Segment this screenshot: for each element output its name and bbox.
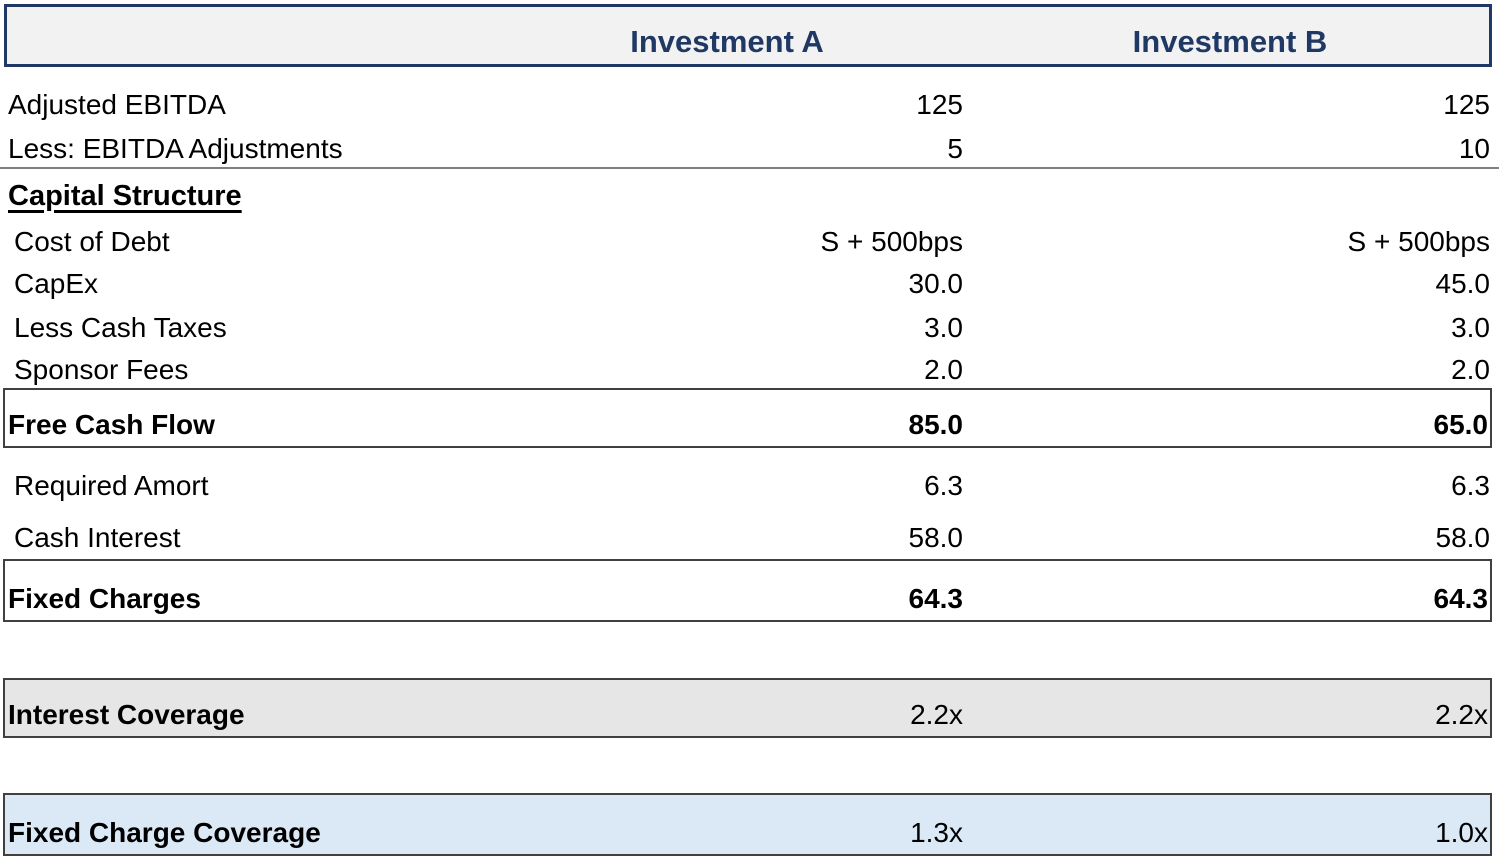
row-label: Cost of Debt bbox=[14, 226, 170, 257]
cell-investment-a: 6.3 bbox=[924, 470, 963, 501]
cell-investment-a: 5 bbox=[947, 133, 963, 164]
section-header-capital-structure: Capital Structure bbox=[0, 179, 1499, 215]
cell-investment-a: 2.2x bbox=[910, 699, 963, 730]
row-free-cash-flow: Free Cash Flow 85.0 65.0 bbox=[3, 388, 1492, 448]
section-title: Capital Structure bbox=[8, 180, 242, 212]
row-cost-of-debt: Cost of Debt S + 500bps S + 500bps bbox=[0, 225, 1499, 259]
row-label: Adjusted EBITDA bbox=[8, 89, 226, 120]
row-less-cash-taxes: Less Cash Taxes 3.0 3.0 bbox=[0, 311, 1499, 345]
cell-investment-b: 2.2x bbox=[1435, 699, 1488, 730]
cell-investment-b: 10 bbox=[1458, 133, 1490, 164]
row-interest-coverage: Interest Coverage 2.2x 2.2x bbox=[3, 678, 1492, 738]
row-sponsor-fees: Sponsor Fees 2.0 2.0 bbox=[0, 353, 1499, 387]
cell-investment-a: 3.0 bbox=[924, 312, 963, 343]
cell-investment-a: 30.0 bbox=[908, 268, 964, 299]
row-label: Sponsor Fees bbox=[14, 354, 189, 385]
cell-investment-b: S + 500bps bbox=[1347, 226, 1490, 257]
cell-investment-b: 125 bbox=[1443, 89, 1490, 120]
cell-investment-b: 1.0x bbox=[1435, 817, 1488, 848]
row-fixed-charges: Fixed Charges 64.3 64.3 bbox=[3, 559, 1492, 622]
column-header-row: Investment A Investment B bbox=[4, 4, 1492, 67]
cell-investment-a: 1.3x bbox=[910, 817, 963, 848]
row-cash-interest: Cash Interest 58.0 58.0 bbox=[0, 521, 1499, 555]
cell-investment-a: 58.0 bbox=[908, 522, 964, 553]
row-label: Interest Coverage bbox=[8, 699, 245, 730]
cell-investment-b: 2.0 bbox=[1451, 354, 1490, 385]
row-label: Fixed Charge Coverage bbox=[8, 817, 321, 848]
column-header-investment-b: Investment B bbox=[1132, 24, 1328, 59]
cell-investment-b: 45.0 bbox=[1435, 268, 1491, 299]
row-adjusted-ebitda: Adjusted EBITDA 125 125 bbox=[0, 88, 1499, 122]
row-capex: CapEx 30.0 45.0 bbox=[0, 267, 1499, 301]
row-label: CapEx bbox=[14, 268, 99, 299]
column-header-investment-a: Investment A bbox=[630, 24, 824, 59]
cell-investment-a: 2.0 bbox=[924, 354, 963, 385]
cell-investment-b: 65.0 bbox=[1433, 409, 1489, 440]
row-ebitda-adjustments: Less: EBITDA Adjustments 5 10 bbox=[0, 132, 1499, 169]
row-label: Free Cash Flow bbox=[8, 409, 215, 440]
cell-investment-a: S + 500bps bbox=[820, 226, 963, 257]
cell-investment-a: 125 bbox=[916, 89, 963, 120]
row-fixed-charge-coverage: Fixed Charge Coverage 1.3x 1.0x bbox=[3, 793, 1492, 856]
row-label: Fixed Charges bbox=[8, 583, 201, 614]
row-label: Required Amort bbox=[14, 470, 209, 501]
cell-investment-a: 85.0 bbox=[908, 409, 964, 440]
cell-investment-b: 64.3 bbox=[1433, 583, 1489, 614]
cell-investment-a: 64.3 bbox=[908, 583, 964, 614]
cell-investment-b: 58.0 bbox=[1435, 522, 1491, 553]
row-label: Cash Interest bbox=[14, 522, 181, 553]
row-label: Less: EBITDA Adjustments bbox=[8, 133, 343, 164]
row-required-amort: Required Amort 6.3 6.3 bbox=[0, 469, 1499, 503]
row-label: Less Cash Taxes bbox=[14, 312, 227, 343]
cell-investment-b: 3.0 bbox=[1451, 312, 1490, 343]
cell-investment-b: 6.3 bbox=[1451, 470, 1490, 501]
